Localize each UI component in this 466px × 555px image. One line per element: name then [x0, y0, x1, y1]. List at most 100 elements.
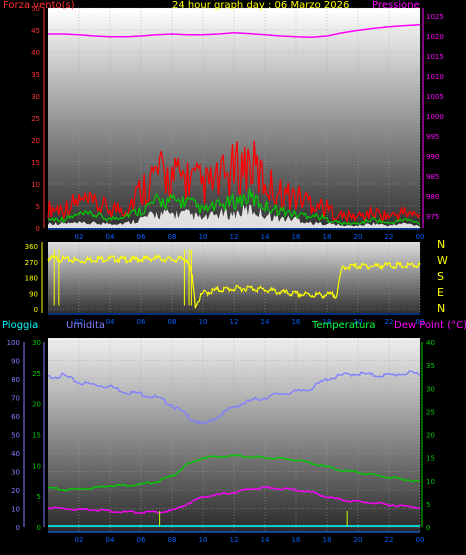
wind-y-tick-label: 20 — [31, 137, 40, 145]
wind-fill-area — [48, 204, 420, 228]
temp-y-tick-label: 5 — [426, 501, 430, 509]
rain-y-tick-label: 20 — [11, 487, 20, 495]
wind-y-tick-label: 40 — [31, 49, 40, 57]
wind-y-tick-label: 25 — [31, 115, 40, 123]
compass-label: S — [437, 270, 444, 283]
wind-gust-line — [47, 140, 421, 224]
pressure-y-tick-label: 995 — [426, 133, 439, 141]
temp-x-tick-label: 14 — [261, 536, 270, 544]
temp-y-tick-label: 20 — [426, 432, 435, 440]
temp-x-tick-label: 10 — [199, 536, 208, 544]
temp-x-tick-label: 00 — [416, 536, 425, 544]
rain-rate-y-tick-label: 5 — [37, 493, 41, 501]
rain-y-tick-label: 50 — [11, 432, 20, 440]
temp-y-tick-label: 25 — [426, 408, 435, 416]
dewpoint-line — [47, 485, 421, 515]
temp-y-tick-label: 35 — [426, 362, 435, 370]
pressure-y-tick-label: 980 — [426, 193, 439, 201]
wind-x-tick-label: 14 — [261, 233, 270, 241]
wind-y-tick-label: 45 — [31, 27, 40, 35]
temperature-axis-title: Temperatura — [312, 320, 376, 331]
rain-y-tick-label: 60 — [11, 413, 20, 421]
pressure-y-tick-label: 1010 — [426, 73, 444, 81]
pressure-y-tick-label: 1020 — [426, 33, 444, 41]
pressure-y-tick-label: 990 — [426, 153, 439, 161]
wind-y-tick-label: 30 — [31, 93, 40, 101]
direction-x-tick-label: 16 — [292, 318, 301, 326]
direction-x-tick-label: 00 — [416, 318, 425, 326]
wind-x-tick-label: 08 — [168, 233, 177, 241]
temp-y-tick-label: 0 — [426, 524, 430, 532]
pressure-y-tick-label: 1025 — [426, 13, 444, 21]
rain-y-tick-label: 80 — [11, 376, 20, 384]
wind-x-tick-label: 00 — [416, 233, 425, 241]
compass-label: E — [437, 286, 444, 299]
temp-x-tick-label: 02 — [75, 536, 84, 544]
wind-x-tick-label: 02 — [75, 233, 84, 241]
direction-x-tick-label: 04 — [106, 318, 115, 326]
rain-y-tick-label: 10 — [11, 506, 20, 514]
chart-title: 24 hour graph day : 06 Marzo 2026 — [172, 0, 350, 11]
wind-x-tick-label: 18 — [323, 233, 332, 241]
temp-y-tick-label: 30 — [426, 385, 435, 393]
temp-y-tick-label: 40 — [426, 339, 435, 347]
rain-rate-y-tick-label: 10 — [32, 462, 41, 470]
temp-x-tick-label: 16 — [292, 536, 301, 544]
temp-x-tick-label: 08 — [168, 536, 177, 544]
wind-x-tick-label: 10 — [199, 233, 208, 241]
rain-y-tick-label: 0 — [16, 524, 20, 532]
wind-avg-line — [47, 188, 421, 226]
pressure-y-tick-label: 1015 — [426, 53, 444, 61]
rain-rate-y-tick-label: 20 — [32, 401, 41, 409]
wind-y-tick-label: 50 — [31, 5, 40, 13]
pressure-line — [48, 24, 421, 38]
wind-axis-title: Forza vento(s) — [3, 0, 75, 11]
wind-y-tick-label: 35 — [31, 71, 40, 79]
wind-x-tick-label: 16 — [292, 233, 301, 241]
direction-x-tick-label: 14 — [261, 318, 270, 326]
temp-x-tick-label: 06 — [137, 536, 146, 544]
pressure-axis-title: Pressione — [372, 0, 420, 11]
direction-line — [47, 253, 421, 309]
wind-x-tick-label: 20 — [354, 233, 363, 241]
direction-x-tick-label: 02 — [75, 318, 84, 326]
rain-axis-title: Pioggia — [2, 320, 39, 331]
wind-y-tick-label: 5 — [36, 203, 40, 211]
direction-x-tick-label: 06 — [137, 318, 146, 326]
direction-y-tick-label: 360 — [25, 243, 38, 251]
temperature-line — [47, 454, 421, 492]
rain-y-tick-label: 70 — [11, 395, 20, 403]
compass-label: N — [437, 302, 445, 315]
temp-y-tick-label: 15 — [426, 455, 435, 463]
wind-y-tick-label: 0 — [36, 225, 40, 233]
temp-y-tick-label: 10 — [426, 478, 435, 486]
series-layer — [47, 24, 421, 527]
wind-y-tick-label: 15 — [31, 159, 40, 167]
pressure-y-tick-label: 985 — [426, 173, 439, 181]
direction-y-tick-label: 270 — [25, 259, 38, 267]
dewpoint-axis-title: Dew Point (°C) — [394, 320, 466, 331]
temp-x-tick-label: 04 — [106, 536, 115, 544]
humidity-line — [47, 370, 421, 426]
wind-x-tick-label: 22 — [385, 233, 394, 241]
direction-y-tick-label: 0 — [34, 306, 38, 314]
direction-x-tick-label: 20 — [354, 318, 363, 326]
rain-y-tick-label: 90 — [11, 358, 20, 366]
direction-x-tick-label: 18 — [323, 318, 332, 326]
rain-y-tick-label: 100 — [7, 339, 20, 347]
direction-x-tick-label: 12 — [230, 318, 239, 326]
temp-x-tick-label: 20 — [354, 536, 363, 544]
pressure-y-tick-label: 1000 — [426, 113, 444, 121]
humidity-axis-title: Umidita — [66, 320, 106, 331]
direction-y-tick-label: 90 — [29, 290, 38, 298]
compass-label: N — [437, 238, 445, 251]
axes-layer: 0510152025303540455097598098599099510001… — [7, 5, 448, 544]
wind-x-tick-label: 04 — [106, 233, 115, 241]
rain-y-tick-label: 40 — [11, 450, 20, 458]
temp-x-tick-label: 22 — [385, 536, 394, 544]
rain-rate-y-tick-label: 30 — [32, 339, 41, 347]
rain-rate-y-tick-label: 25 — [32, 370, 41, 378]
direction-y-tick-label: 180 — [25, 275, 38, 283]
pressure-y-tick-label: 975 — [426, 213, 439, 221]
